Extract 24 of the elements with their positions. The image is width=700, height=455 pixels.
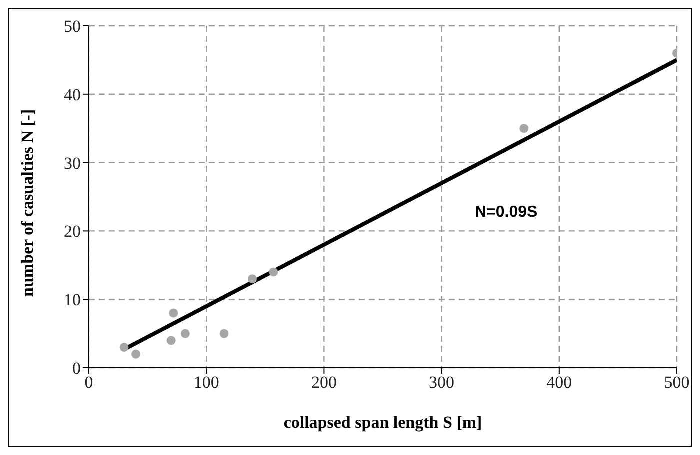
y-tick-label: 10 — [64, 290, 81, 310]
x-tick-label: 400 — [546, 373, 572, 392]
point — [120, 342, 129, 352]
x-tick-label: 500 — [664, 373, 690, 392]
point — [169, 308, 178, 318]
y-tick-label: 30 — [64, 154, 81, 173]
point — [520, 124, 529, 134]
y-tick-label: 0 — [72, 359, 81, 378]
point — [248, 274, 257, 284]
x-axis-title: collapsed span length S [m] — [284, 413, 482, 432]
x-tick-label: 0 — [84, 373, 94, 392]
point — [166, 336, 176, 346]
point — [180, 329, 190, 338]
point — [269, 268, 278, 277]
point — [132, 350, 141, 359]
y-tick-label: 40 — [64, 85, 81, 104]
y-axis-title: number of casualties N [-] — [18, 109, 38, 297]
x-tick-label: 200 — [311, 373, 337, 392]
x-tick-label: 300 — [429, 373, 455, 392]
annotation: N=0.09S — [475, 204, 538, 222]
y-tick-label: 20 — [64, 222, 81, 242]
y-tick-label: 50 — [64, 17, 81, 36]
x-tick-label: 100 — [194, 373, 220, 392]
point — [220, 329, 229, 338]
